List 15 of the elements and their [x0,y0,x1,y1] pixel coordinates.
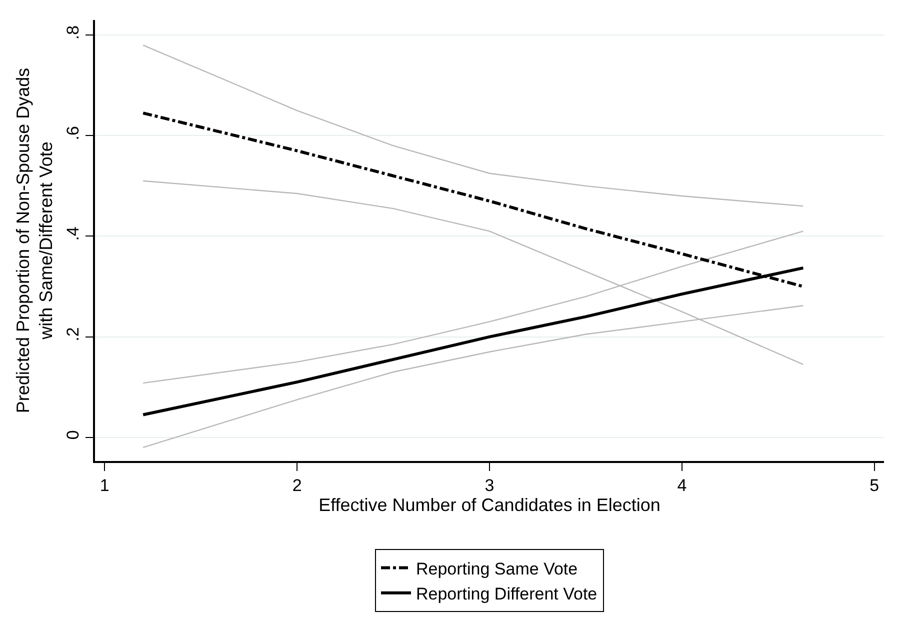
y-tick-label: 0 [63,430,82,440]
line-series [142,44,804,207]
legend-label: Reporting Different Vote [416,584,598,604]
x-tick-label: 3 [484,476,494,496]
y-tick-label: .8 [63,25,82,40]
y-tick-label: .4 [63,226,82,241]
x-tick-label: 1 [100,476,110,496]
x-tick-label: 4 [677,476,687,496]
y-tick-label: .2 [63,327,82,342]
x-tick-label: 5 [870,476,880,496]
y-axis-title: Predicted Proportion of Non-Spouse Dyads with Same/Different Vote [12,68,56,414]
y-tick-label: .6 [63,126,82,140]
x-tick-label: 2 [292,476,302,496]
legend-label: Reporting Same Vote [416,559,578,578]
x-axis-title: Effective Number of Candidates in Election [318,495,660,516]
